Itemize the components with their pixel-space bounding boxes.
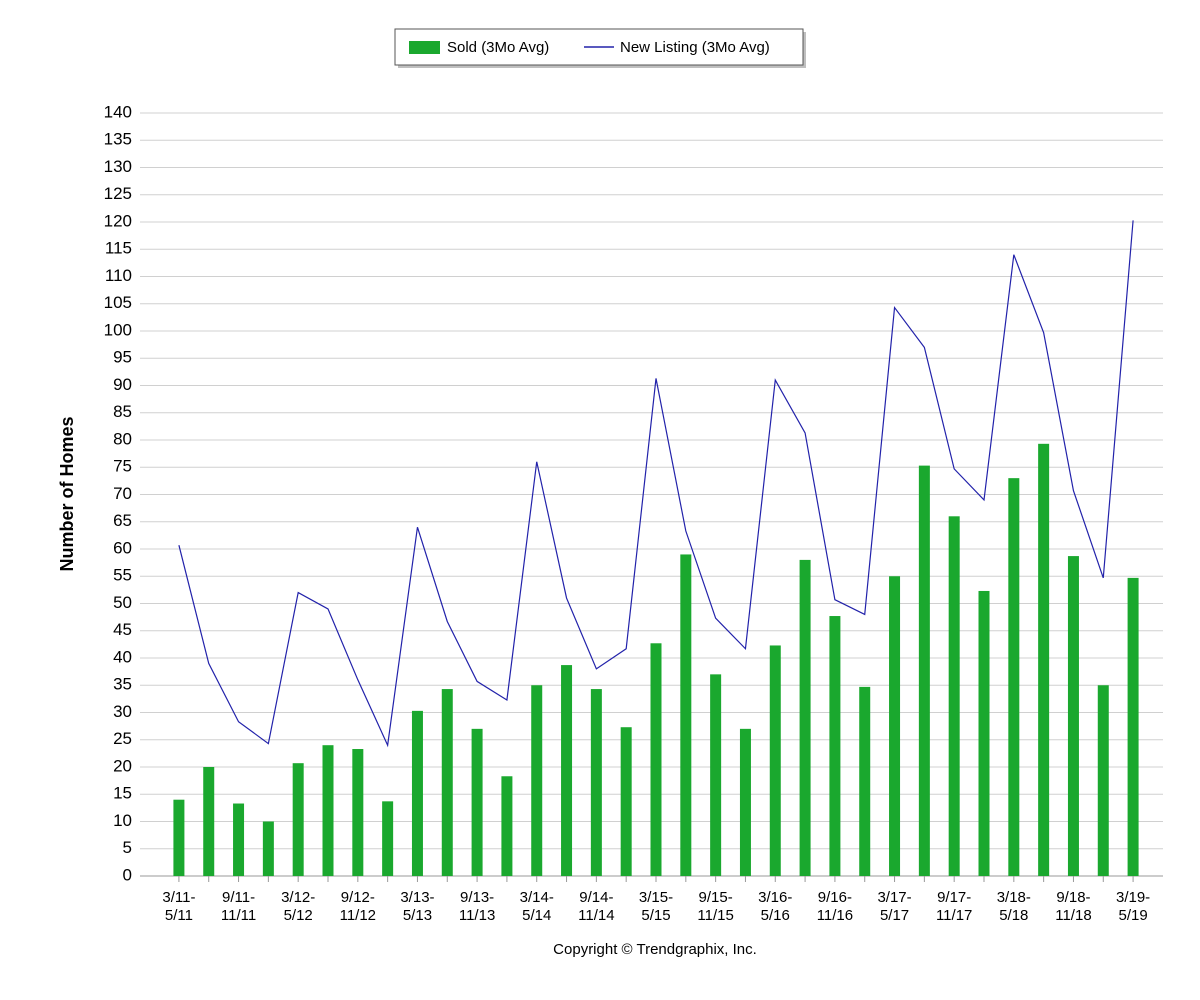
bar (561, 665, 573, 876)
bar (262, 821, 274, 876)
bar (710, 674, 722, 876)
bar (1038, 443, 1050, 876)
bar (471, 728, 483, 876)
legend-label: Sold (3Mo Avg) (447, 39, 549, 56)
bar (650, 643, 662, 876)
legend-swatch (409, 41, 440, 54)
x-tick-label: 3/19-5/19 (1116, 889, 1150, 924)
x-tick-label: 3/12-5/12 (281, 889, 315, 924)
bar (411, 710, 423, 876)
y-tick-label: 140 (104, 102, 132, 121)
x-tick-label: 3/15-5/15 (639, 889, 673, 924)
x-tick-label: 9/16-11/16 (817, 889, 853, 924)
bar (1008, 478, 1020, 876)
footer: Copyright © Trendgraphix, Inc. (553, 941, 757, 958)
bar (739, 728, 751, 876)
line (178, 220, 1134, 748)
y-tick-label: 40 (113, 647, 132, 666)
bar (948, 516, 960, 876)
bar (1067, 556, 1079, 876)
bar (441, 689, 453, 876)
x-tick-label: 3/17-5/17 (877, 889, 911, 924)
y-tick-label: 130 (104, 157, 132, 176)
x-tick-label: 9/15-11/15 (697, 889, 733, 924)
x-tick-label: 3/16-5/16 (758, 889, 792, 924)
bar (590, 689, 602, 876)
bar (680, 554, 692, 876)
y-tick-label: 55 (113, 566, 132, 585)
bar (918, 465, 930, 876)
bar (501, 776, 513, 876)
x-tick-label: 3/18-5/18 (997, 889, 1031, 924)
y-tick-label: 85 (113, 402, 132, 421)
bar (531, 685, 543, 876)
y-tick-label: 50 (113, 593, 132, 612)
bar (233, 803, 245, 876)
bar (1127, 577, 1139, 876)
x-tick-label: 9/11-11/11 (221, 889, 256, 924)
x-tick-label: 9/14-11/14 (578, 889, 614, 924)
y-tick-label: 35 (113, 675, 132, 694)
bar (173, 799, 185, 876)
bar (829, 616, 841, 876)
bar (382, 801, 394, 876)
x-tick-label: 3/14-5/14 (520, 889, 554, 924)
bar (978, 590, 990, 876)
y-tick-label: 90 (113, 375, 132, 394)
x-tick-label: 9/17-11/17 (936, 889, 972, 924)
bar (620, 727, 632, 876)
y-tick-label: 0 (123, 865, 132, 884)
y-tick-label: 60 (113, 538, 132, 557)
y-tick-label: 15 (113, 784, 132, 803)
x-tick-label: 9/13-11/13 (459, 889, 495, 924)
x-tick-label: 9/12-11/12 (340, 889, 376, 924)
bar (1097, 685, 1109, 876)
y-tick-label: 115 (105, 239, 132, 258)
bar (769, 645, 781, 876)
x-tick-label: 3/13-5/13 (400, 889, 434, 924)
bar (799, 559, 811, 876)
y-tick-label: 25 (113, 729, 132, 748)
bar (203, 767, 215, 876)
y-tick-label: 5 (123, 838, 132, 857)
y-tick-label: 135 (104, 130, 132, 149)
bar (352, 749, 364, 876)
bar (889, 576, 901, 876)
bar (322, 745, 334, 876)
y-tick-label: 110 (105, 266, 132, 285)
x-tick-label: 3/11-5/11 (162, 889, 195, 924)
x-tick-label: 9/18-11/18 (1055, 889, 1091, 924)
bar (292, 763, 304, 876)
y-tick-label: 105 (104, 293, 132, 312)
y-tick-label: 10 (113, 811, 132, 830)
y-tick-label: 75 (113, 457, 132, 476)
y-tick-label: 20 (113, 756, 132, 775)
y-tick-label: 65 (113, 511, 132, 530)
y-tick-label: 125 (104, 184, 132, 203)
y-tick-label: 30 (113, 702, 132, 721)
y-tick-label: 70 (113, 484, 132, 503)
y-tick-label: 95 (113, 348, 132, 367)
y-tick-label: 45 (113, 620, 132, 639)
bar (859, 686, 871, 876)
legend-label: New Listing (3Mo Avg) (620, 39, 770, 56)
y-tick-label: 80 (113, 429, 132, 448)
y-tick-label: 100 (104, 320, 132, 339)
y-axis-label: Number of Homes (57, 416, 77, 571)
y-tick-label: 120 (104, 211, 132, 230)
